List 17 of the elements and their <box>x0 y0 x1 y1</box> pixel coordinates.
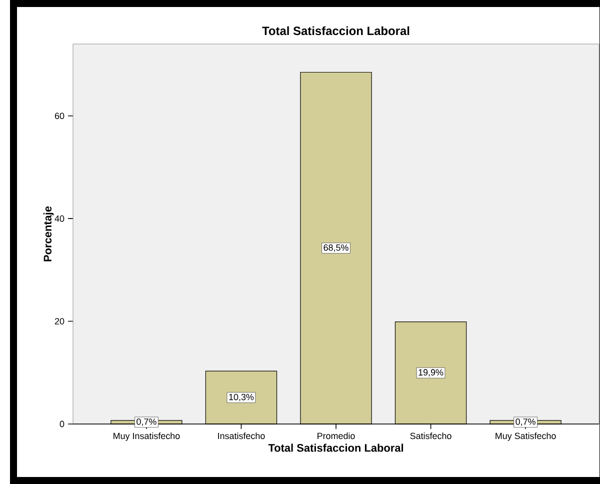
y-tick-label: 20 <box>54 318 64 324</box>
chart-title: Total Satisfaccion Laboral <box>262 26 410 36</box>
x-tick-label: Muy Satisfecho <box>496 432 556 441</box>
data-label: 0,7% <box>516 418 536 426</box>
data-label: 68,5% <box>324 244 348 252</box>
y-tick-label: 40 <box>54 215 64 222</box>
x-tick-label: Promedio <box>318 432 355 440</box>
data-label: 10,3% <box>229 394 254 402</box>
x-tick-label: Muy Insatisfecho <box>114 432 180 441</box>
data-label: 0,7% <box>136 418 156 426</box>
y-tick-label: 60 <box>54 112 64 120</box>
x-axis-title: Total Satisfaccion Laboral <box>268 444 404 452</box>
y-axis-title: Porcentaje <box>43 206 54 262</box>
x-tick-label: Insatisfecho <box>218 432 265 440</box>
data-label: 19,9% <box>418 369 444 377</box>
x-tick-label: Satisfecho <box>410 432 452 440</box>
y-tick-label: 0 <box>60 420 64 428</box>
